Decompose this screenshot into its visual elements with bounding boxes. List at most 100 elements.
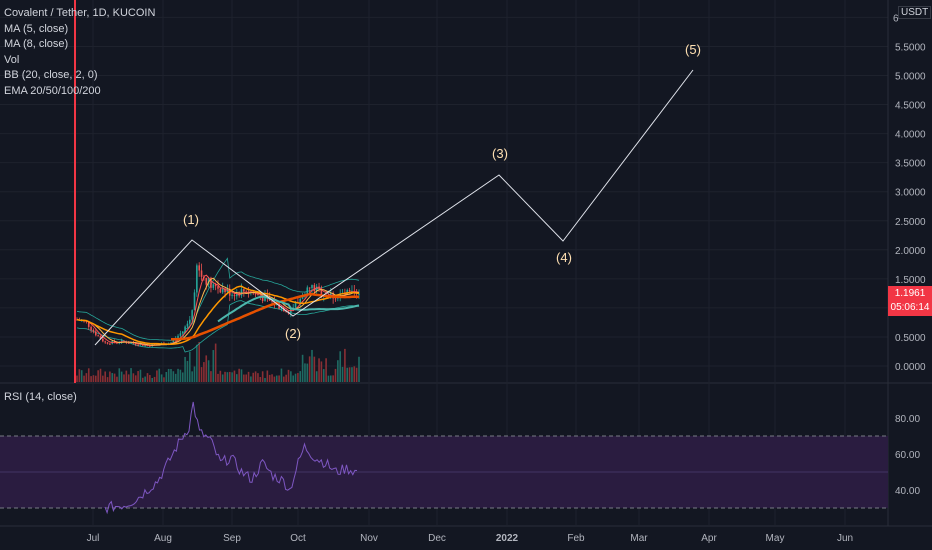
volume-bar [320, 361, 323, 382]
candle-body [177, 335, 179, 339]
price-axis[interactable]: 6 5.5000 5.0000 4.5000 4.0000 3.5000 3.0000 2.5… [893, 13, 926, 373]
volume-bar [90, 376, 92, 382]
volume-bar [130, 368, 132, 382]
candle-body [130, 342, 132, 344]
volume-bar [322, 369, 325, 382]
volume-bar [153, 376, 156, 382]
candle-body [271, 300, 273, 302]
candle-body [221, 288, 224, 293]
candle-body [189, 319, 191, 324]
volume-bar [118, 368, 121, 382]
legend-ema[interactable]: EMA 20/50/100/200 [4, 84, 101, 97]
legend-ma5[interactable]: MA (5, close) [4, 22, 69, 35]
bollinger-bands [76, 257, 360, 353]
wave-label: (1) [183, 212, 199, 227]
candle-body [233, 294, 236, 297]
candle-body [80, 320, 83, 322]
candle-body [212, 284, 215, 288]
candle-body [193, 292, 196, 311]
volume-bar [259, 377, 262, 382]
elliott-wave-path[interactable] [94, 69, 694, 346]
volume-bar [167, 368, 170, 382]
wave-label: (5) [685, 42, 701, 57]
candle-body [330, 293, 332, 296]
volume-bar [294, 373, 297, 382]
volume-bar [170, 369, 172, 382]
candle-body [205, 278, 208, 285]
legend-ma8[interactable]: MA (8, close) [4, 38, 69, 50]
price-tick-label: 0.0000 [895, 362, 926, 373]
volume-bar [212, 350, 215, 382]
currency-unit[interactable]: USDT [898, 6, 932, 19]
volume-bar [214, 343, 217, 382]
volume-bar [116, 376, 118, 382]
volume-bar [217, 373, 219, 382]
symbol-title[interactable]: Covalent / Tether, 1D, KUCOIN [4, 7, 156, 19]
candle-body [172, 339, 175, 343]
candle-body [285, 311, 287, 313]
time-tick-label: 2022 [496, 533, 519, 544]
candle-body [207, 277, 210, 285]
volume-bar [221, 374, 224, 382]
rsi-axis: 80.00 60.00 40.00 [895, 414, 920, 497]
volume-bar [134, 375, 137, 382]
candle-body [210, 277, 212, 288]
volume-bar [240, 369, 243, 382]
volume-bar [332, 375, 334, 382]
volume-bar [318, 358, 320, 382]
candle-body [243, 289, 245, 292]
volume-bar [160, 374, 163, 382]
candle-body [320, 288, 323, 296]
volume-bar [308, 356, 311, 382]
volume-bar [109, 371, 111, 382]
candle-body [184, 326, 186, 332]
volume-bar [184, 356, 186, 382]
legend-bb[interactable]: BB (20, close, 2, 0) [4, 69, 98, 81]
volume-bar [250, 376, 252, 382]
rsi-title[interactable]: RSI (14, close) [4, 391, 77, 403]
time-tick-label: Jul [87, 533, 100, 544]
candle-body [99, 336, 102, 339]
legend-vol[interactable]: Vol [4, 53, 20, 66]
candle-body [313, 285, 316, 292]
volume-bar [111, 373, 114, 382]
volume-bar [78, 369, 81, 382]
candle-body [127, 342, 130, 344]
candle-body [278, 303, 280, 309]
volume-bar [339, 351, 341, 382]
candle-body [196, 265, 198, 293]
candle-body [334, 298, 337, 300]
volume-bar [254, 371, 257, 382]
candle-body [358, 293, 360, 295]
moving-averages [76, 274, 360, 347]
volume-bar [330, 375, 332, 382]
volume-bar [163, 377, 165, 382]
volume-bar [200, 367, 203, 382]
volume-bar [290, 371, 292, 382]
candle-body [231, 294, 233, 296]
candle-body [123, 340, 125, 342]
volume-bar [224, 371, 226, 382]
candle-body [104, 341, 106, 343]
price-tick-label: 4.5000 [895, 101, 926, 112]
last-price-value: 1.1961 [894, 288, 926, 299]
volume-bar [207, 360, 210, 382]
volume-bar [266, 370, 269, 382]
volume-bar [156, 370, 158, 382]
time-axis[interactable]: Jul Aug Sep Oct Nov Dec 2022 Feb Mar Apr May Jun [87, 533, 853, 544]
volume-bar [196, 344, 198, 382]
volume-bar [177, 368, 179, 382]
price-tick-label: 0.5000 [895, 333, 926, 344]
price-tick-label: 5.0000 [895, 72, 926, 83]
volume-bar [139, 369, 142, 382]
volume-bar [149, 375, 151, 382]
candle-body [236, 292, 238, 297]
candle-body [214, 284, 217, 287]
candle-body [264, 295, 266, 301]
candle-body [186, 323, 189, 327]
volume-bar [144, 376, 146, 382]
volume-bar [313, 356, 316, 382]
volume-bar [76, 375, 78, 382]
ema100-line [217, 295, 360, 323]
